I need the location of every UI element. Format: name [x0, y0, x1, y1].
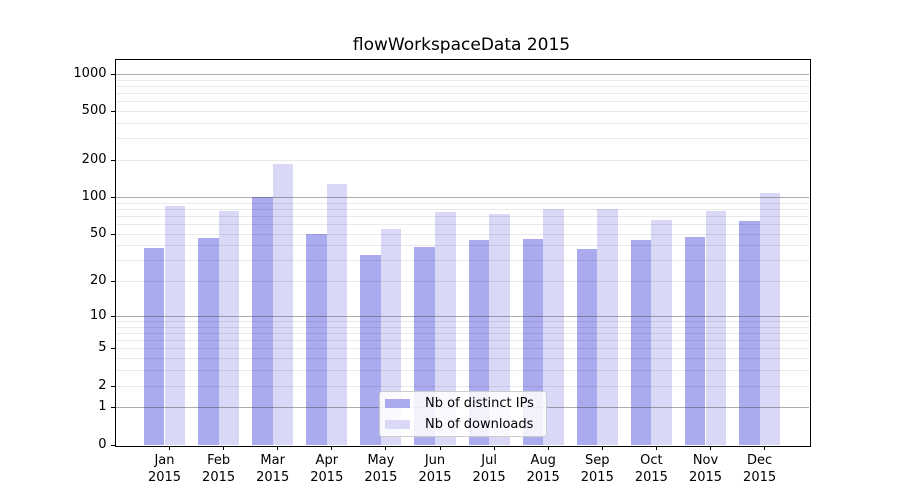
y-tick-label: 20: [89, 273, 107, 289]
y-tick-label: 100: [81, 188, 107, 204]
bar-distinct-ips-jan: [143, 248, 165, 445]
y-tick-mark: [110, 160, 115, 162]
y-tick-label: 1000: [73, 65, 107, 81]
bar-downloads-nov: [705, 210, 727, 445]
bar-downloads-aug: [543, 209, 564, 445]
y-minor-gridline: [114, 123, 809, 124]
y-tick-mark: [110, 444, 115, 446]
bar-downloads-jul: [489, 214, 510, 445]
x-tick-mark: [764, 446, 766, 450]
legend-label-downloads: Nb of downloads: [425, 417, 534, 432]
x-tick-mark: [277, 446, 279, 450]
y-tick-mark: [110, 73, 115, 75]
y-tick-mark: [110, 407, 115, 409]
legend-item-downloads: Nb of downloads: [380, 414, 546, 435]
legend-swatch-downloads-icon: [385, 420, 410, 429]
y-minor-gridline: [114, 138, 809, 140]
bar-distinct-ips-feb: [198, 237, 219, 445]
y-minor-gridline: [114, 101, 809, 103]
bar-downloads-apr: [326, 183, 348, 445]
y-tick-mark: [110, 385, 115, 387]
x-tick-mark: [331, 446, 333, 450]
x-tick-label-jun: Jun 2015: [418, 453, 452, 485]
y-tick-label: 1: [98, 399, 107, 415]
x-tick-mark: [601, 446, 603, 450]
y-tick-label: 500: [81, 103, 107, 119]
y-tick-mark: [110, 111, 115, 113]
bar-distinct-ips-may: [360, 255, 381, 445]
x-tick-label-jan: Jan 2015: [147, 453, 182, 485]
x-tick-mark: [655, 446, 657, 450]
x-tick-mark: [493, 446, 495, 450]
x-tick-label-mar: Mar 2015: [256, 453, 290, 485]
y-minor-gridline: [114, 79, 809, 81]
y-tick-mark: [110, 196, 115, 198]
x-tick-label-apr: Apr 2015: [310, 453, 344, 485]
bar-downloads-mar: [272, 164, 294, 445]
bar-downloads-dec: [759, 192, 781, 445]
bar-downloads-oct: [651, 219, 672, 445]
bar-distinct-ips-apr: [306, 233, 327, 445]
chart-title: flowWorkspaceData 2015: [352, 35, 571, 55]
x-tick-label-jul: Jul 2015: [472, 453, 506, 485]
y-major-gridline: [114, 73, 809, 75]
y-tick-label: 200: [81, 152, 107, 168]
bar-distinct-ips-dec: [739, 220, 760, 445]
y-major-gridline: [114, 196, 809, 198]
x-tick-mark: [169, 446, 170, 450]
y-minor-gridline: [114, 208, 809, 210]
y-tick-mark: [110, 348, 115, 350]
legend-swatch-distinct-ips-icon: [385, 399, 410, 408]
bar-distinct-ips-mar: [252, 196, 273, 445]
x-tick-label-nov: Nov 2015: [688, 453, 723, 485]
x-tick-label-dec: Dec 2015: [743, 453, 777, 485]
y-minor-gridline: [114, 111, 809, 113]
x-tick-mark: [223, 446, 225, 450]
y-tick-label: 50: [89, 225, 107, 241]
y-tick-label: 0: [98, 436, 107, 452]
y-minor-gridline: [114, 93, 809, 95]
x-tick-label-aug: Aug 2015: [526, 453, 560, 485]
x-tick-label-feb: Feb 2015: [202, 453, 236, 485]
x-tick-mark: [547, 446, 549, 450]
y-minor-gridline: [114, 85, 809, 87]
bar-distinct-ips-sep: [576, 249, 598, 445]
x-tick-mark: [710, 446, 711, 450]
y-tick-mark: [110, 233, 115, 235]
x-tick-label-may: May 2015: [364, 453, 398, 485]
x-tick-label-sep: Sep 2015: [580, 453, 614, 485]
y-minor-gridline: [114, 202, 809, 204]
y-tick-label: 10: [89, 307, 107, 323]
y-tick-mark: [110, 315, 115, 317]
bar-downloads-jan: [164, 205, 186, 445]
x-tick-label-oct: Oct 2015: [634, 453, 668, 485]
legend: Nb of distinct IPs Nb of downloads: [379, 391, 547, 437]
bar-downloads-sep: [597, 208, 618, 445]
bar-downloads-may: [380, 228, 402, 445]
bar-downloads-jun: [435, 211, 456, 445]
y-minor-gridline: [114, 160, 809, 162]
legend-item-distinct-ips: Nb of distinct IPs: [380, 393, 546, 414]
y-tick-label: 5: [98, 340, 107, 356]
x-tick-mark: [385, 446, 387, 450]
bar-downloads-feb: [218, 210, 240, 445]
legend-label-distinct-ips: Nb of distinct IPs: [425, 396, 534, 411]
y-tick-mark: [110, 281, 115, 283]
bar-distinct-ips-nov: [684, 236, 706, 445]
bar-distinct-ips-oct: [630, 240, 652, 445]
y-tick-label: 2: [98, 377, 107, 393]
x-tick-mark: [439, 446, 441, 450]
